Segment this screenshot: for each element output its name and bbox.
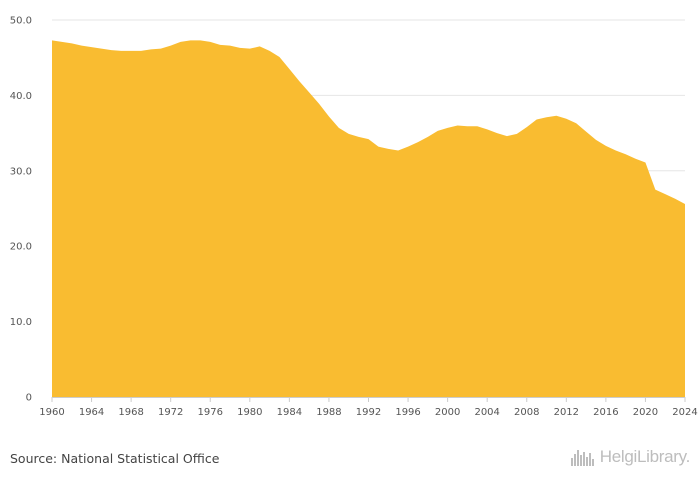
x-tick-label: 1968 — [118, 407, 143, 418]
x-tick-label: 1964 — [79, 407, 104, 418]
x-tick-label: 1972 — [158, 407, 183, 418]
x-tick-label: 1988 — [316, 407, 341, 418]
y-tick-label: 40.0 — [10, 91, 32, 102]
x-tick-label: 1980 — [237, 407, 262, 418]
x-axis-ticks: 1960 1964 1968 1972 1976 1980 1984 1988 1992 1996… — [39, 397, 698, 418]
brand-name: HelgiLibrary. — [599, 447, 691, 466]
source-note: Source: National Statistical Office — [10, 451, 220, 466]
x-tick-label: 1960 — [39, 407, 64, 418]
x-tick-label: 2008 — [514, 407, 539, 418]
footer: Source: National Statistical Office Helg… — [0, 440, 700, 483]
y-tick-label: 0 — [26, 393, 32, 404]
brand-logo[interactable]: HelgiLibrary. — [570, 447, 690, 467]
x-tick-label: 2004 — [474, 407, 499, 418]
y-axis-ticks: 0 10.0 20.0 30.0 40.0 50.0 — [10, 16, 32, 404]
building-skyline-icon — [570, 450, 594, 466]
x-tick-label: 2024 — [672, 407, 697, 418]
x-tick-label: 1976 — [198, 407, 223, 418]
y-tick-label: 20.0 — [10, 242, 32, 253]
y-tick-label: 10.0 — [10, 317, 32, 328]
x-tick-label: 2000 — [435, 407, 460, 418]
area-series — [52, 40, 685, 398]
x-tick-label: 1996 — [395, 407, 420, 418]
x-tick-label: 2016 — [593, 407, 618, 418]
x-tick-label: 2020 — [633, 407, 658, 418]
x-tick-label: 1992 — [356, 407, 381, 418]
y-tick-label: 50.0 — [10, 16, 32, 27]
x-tick-label: 2012 — [554, 407, 579, 418]
area-chart: 010.020.030.040.050.0 1960 1964 1968 1972 19… — [10, 16, 698, 419]
y-tick-label: 30.0 — [10, 166, 32, 177]
x-tick-label: 1984 — [277, 407, 302, 418]
